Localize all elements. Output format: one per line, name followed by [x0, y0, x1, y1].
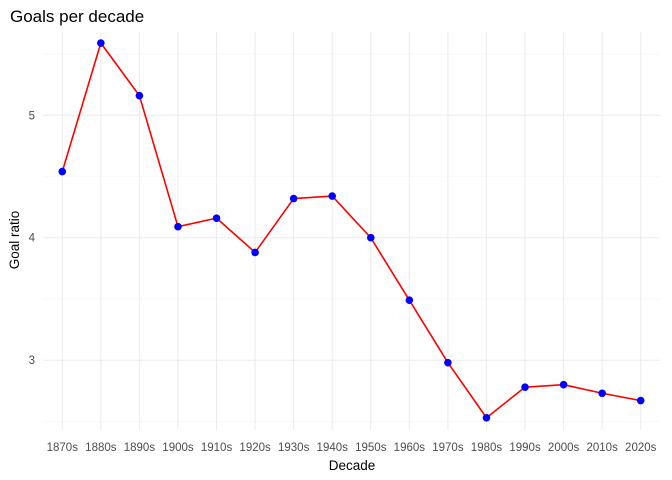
x-tick-label: 2000s [548, 442, 580, 454]
data-point [97, 39, 105, 47]
x-tick-label: 1920s [239, 442, 271, 454]
x-tick-label: 1910s [201, 442, 233, 454]
data-point [366, 233, 375, 242]
x-tick-label: 1960s [394, 442, 426, 454]
x-tick-label: 1880s [85, 442, 117, 454]
series-layer [61, 42, 641, 419]
x-tick-label: 2010s [586, 442, 618, 454]
y-tick-label: 4 [29, 233, 36, 245]
y-axis-ticks: 3 4 5 [29, 110, 36, 367]
data-point [482, 413, 491, 422]
y-tick-label: 3 [29, 355, 35, 367]
x-tick-label: 1970s [432, 442, 464, 454]
data-point [444, 358, 452, 367]
grid [43, 32, 660, 430]
data-point [328, 192, 337, 200]
x-tick-label: 1930s [278, 442, 310, 454]
x-tick-label: 1980s [471, 442, 503, 454]
data-point [598, 389, 606, 398]
data-point [58, 167, 67, 176]
data-point [212, 214, 221, 222]
x-tick-label: 1950s [355, 442, 387, 454]
y-tick-label: 5 [29, 110, 35, 122]
x-tick-label: 1940s [317, 442, 349, 454]
data-point [251, 248, 259, 257]
x-tick-label: 1990s [509, 442, 541, 454]
data-point [636, 396, 645, 405]
x-axis-ticks: 1870s 1880s 1890s 1900s 1910s 1920s 1930s 1940s… [47, 442, 657, 454]
x-tick-label: 1900s [162, 442, 194, 454]
data-point [135, 91, 144, 100]
y-axis-label: Goal ratio [7, 211, 22, 270]
series-line [61, 42, 641, 419]
data-point [405, 296, 414, 304]
x-axis-label: Decade [329, 458, 376, 473]
chart-title: Goals per decade [10, 7, 144, 26]
points-layer [58, 39, 645, 422]
data-point [521, 383, 529, 391]
x-tick-label: 1870s [47, 442, 79, 454]
x-tick-label: 2020s [625, 442, 657, 454]
x-tick-label: 1890s [124, 442, 156, 454]
data-point [289, 194, 298, 203]
data-point [174, 222, 182, 231]
data-point [559, 380, 568, 389]
